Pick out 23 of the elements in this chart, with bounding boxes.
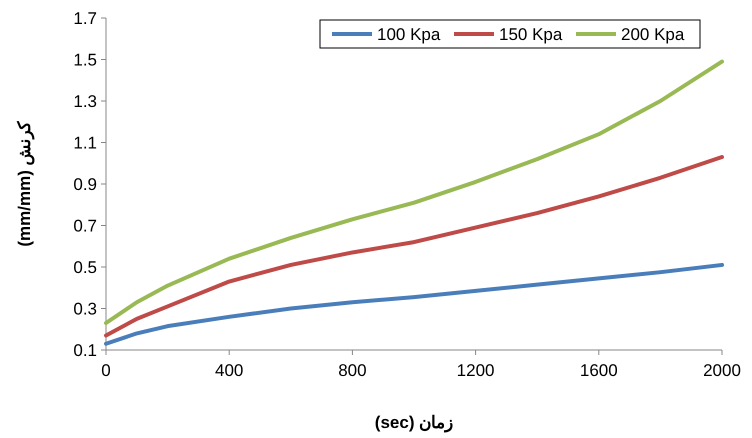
line-series: [104, 60, 724, 326]
legend-label: 200 Kpa: [621, 25, 685, 44]
y-tick-label: 1.5: [73, 50, 97, 70]
y-tick-label: 0.3: [73, 300, 97, 318]
x-tick-label: 400: [215, 361, 244, 380]
x-tick-label: 800: [338, 361, 367, 380]
y-axis-title: کرنش (mm/mm): [15, 120, 35, 247]
y-tick-label: 0.1: [73, 341, 97, 360]
y-tick-label: 0.5: [73, 258, 97, 277]
x-tick-label: 1200: [456, 361, 495, 380]
x-axis-title: زمان (sec): [374, 413, 454, 433]
y-tick-label: 0.9: [73, 175, 97, 194]
line-series: [104, 262, 724, 346]
y-tick-label: 0.7: [73, 216, 97, 236]
y-tick-label: 1.7: [73, 9, 97, 28]
legend-label: 100 Kpa: [377, 25, 441, 44]
x-tick-label: 1600: [580, 361, 618, 380]
legend-label: 150 Kpa: [499, 25, 563, 44]
x-tick-label: 0: [101, 361, 111, 380]
y-tick-label: 1.3: [73, 92, 97, 111]
x-tick-label: 2000: [703, 361, 741, 380]
line-series: [104, 155, 724, 338]
y-tick-label: 1.1: [73, 134, 97, 152]
